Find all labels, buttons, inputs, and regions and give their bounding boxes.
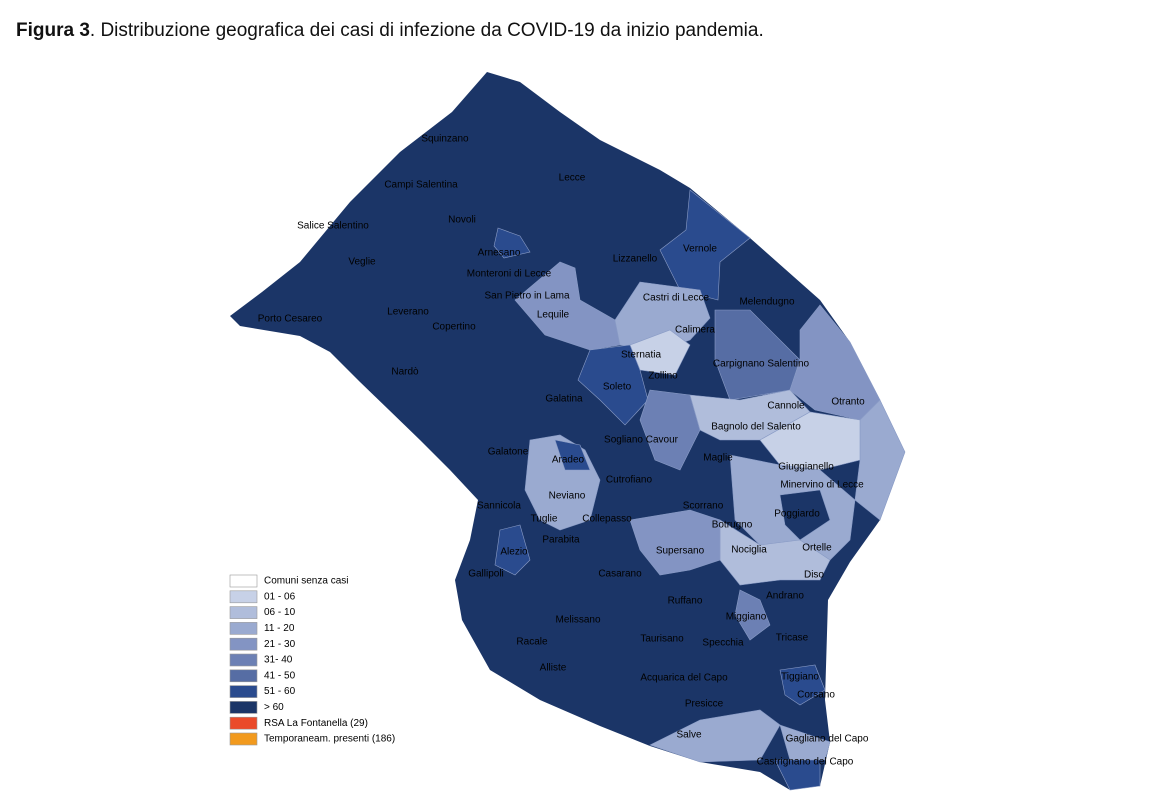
legend-swatch [229,716,258,730]
town-label: Lecce [559,173,586,184]
town-label: Squinzano [421,134,469,145]
town-label: Giuggianello [778,462,834,473]
town-label: Melendugno [739,297,794,308]
town-label: Arnesano [478,248,521,259]
town-label: Alezio [500,547,528,558]
town-label: Alliste [540,663,567,674]
town-label: Lizzanello [613,254,658,265]
town-label: Salice Salentino [297,221,369,232]
town-label: Diso [804,570,824,581]
town-label: Salve [676,730,701,741]
town-label: Minervino di Lecce [780,480,864,491]
legend-label: 06 - 10 [264,607,296,618]
town-label: Soleto [603,382,632,393]
legend-swatch [229,606,258,619]
legend-label: 11 - 20 [264,623,295,634]
town-label: Calimera [675,325,715,336]
town-label: Botrugno [712,520,753,531]
legend-swatch [229,669,258,683]
town-label: Presicce [685,699,724,710]
town-label: Sogliano Cavour [604,435,679,446]
town-label: Cannole [767,401,805,412]
town-label: Novoli [448,215,476,226]
town-label: Vernole [683,244,717,255]
town-label: Specchia [702,638,744,649]
town-label: Otranto [831,397,865,408]
legend-label: > 60 [264,702,284,713]
town-label: Bagnolo del Salento [711,422,801,433]
town-label: Galatone [488,447,529,458]
town-labels: Squinzano Campi Salentina Lecce Novoli Salic… [258,134,869,768]
legend-label: 51 - 60 [264,686,296,697]
town-label: Veglie [348,257,376,268]
town-label: San Pietro in Lama [484,291,569,302]
legend-label: Temporaneam. presenti (186) [264,734,395,745]
town-label: Casarano [598,569,642,580]
town-label: Poggiardo [774,509,820,520]
town-label: Maglie [703,453,733,464]
municipality-patches [493,189,906,791]
town-label: Zollino [648,371,678,382]
legend-swatch [229,653,258,667]
legend-label: RSA La Fontanella (29) [264,718,368,729]
town-label: Ruffano [668,596,703,607]
legend-swatch [229,637,258,651]
town-label: Supersano [656,546,705,557]
town-label: Campi Salentina [384,180,458,191]
legend-label: Comuni senza casi [264,576,348,587]
caption: Figura 3. Distribuzione geografica dei c… [16,20,764,42]
legend: Comuni senza casi 01 - 06 06 - 10 11 - 20 21… [229,574,395,746]
town-label: Copertino [432,322,476,333]
town-label: Parabita [542,535,580,546]
town-label: Leverano [387,307,429,318]
town-label: Racale [516,637,548,648]
legend-swatch [229,701,258,714]
town-label: Ortelle [802,543,832,554]
town-label: Nardò [391,367,419,378]
town-label: Scorrano [683,501,724,512]
town-label: Castri di Lecce [643,293,710,304]
town-label: Tricase [776,633,809,644]
town-label: Monteroni di Lecce [467,269,552,280]
legend-label: 41 - 50 [264,670,296,681]
town-label: Cutrofiano [606,475,653,486]
town-label: Nociglia [731,545,767,556]
town-label: Melissano [555,615,600,626]
town-label: Galatina [545,394,583,405]
legend-swatch [229,685,258,698]
legend-swatch [229,574,258,588]
legend-swatch [229,590,258,604]
town-label: Taurisano [640,634,684,645]
town-label: Neviano [549,491,586,502]
town-label: Porto Cesareo [258,314,323,325]
town-label: Tiggiano [781,672,819,683]
town-label: Sannicola [477,501,521,512]
town-label: Corsano [797,690,835,701]
town-label: Carpignano Salentino [713,359,810,370]
town-label: Collepasso [582,514,632,525]
caption-text: . Distribuzione geografica dei casi di i… [89,20,764,41]
town-label: Lequile [537,310,570,321]
town-label: Andrano [766,591,804,602]
legend-label: 21 - 30 [264,639,296,650]
legend-swatch [229,732,258,746]
town-label: Castrignano del Capo [757,757,854,768]
legend-swatch [229,622,258,635]
caption-label: Figura 3 [16,20,90,41]
legend-label: 01 - 06 [264,591,296,602]
town-label: Gallipoli [468,569,504,580]
town-label: Acquarica del Capo [640,673,728,684]
legend-label: 31- 40 [264,655,293,666]
town-label: Aradeo [552,455,585,466]
town-label: Miggiano [726,612,767,623]
town-label: Tuglie [531,514,558,525]
town-label: Gagliano del Capo [786,734,869,745]
town-label: Sternatia [621,350,661,361]
